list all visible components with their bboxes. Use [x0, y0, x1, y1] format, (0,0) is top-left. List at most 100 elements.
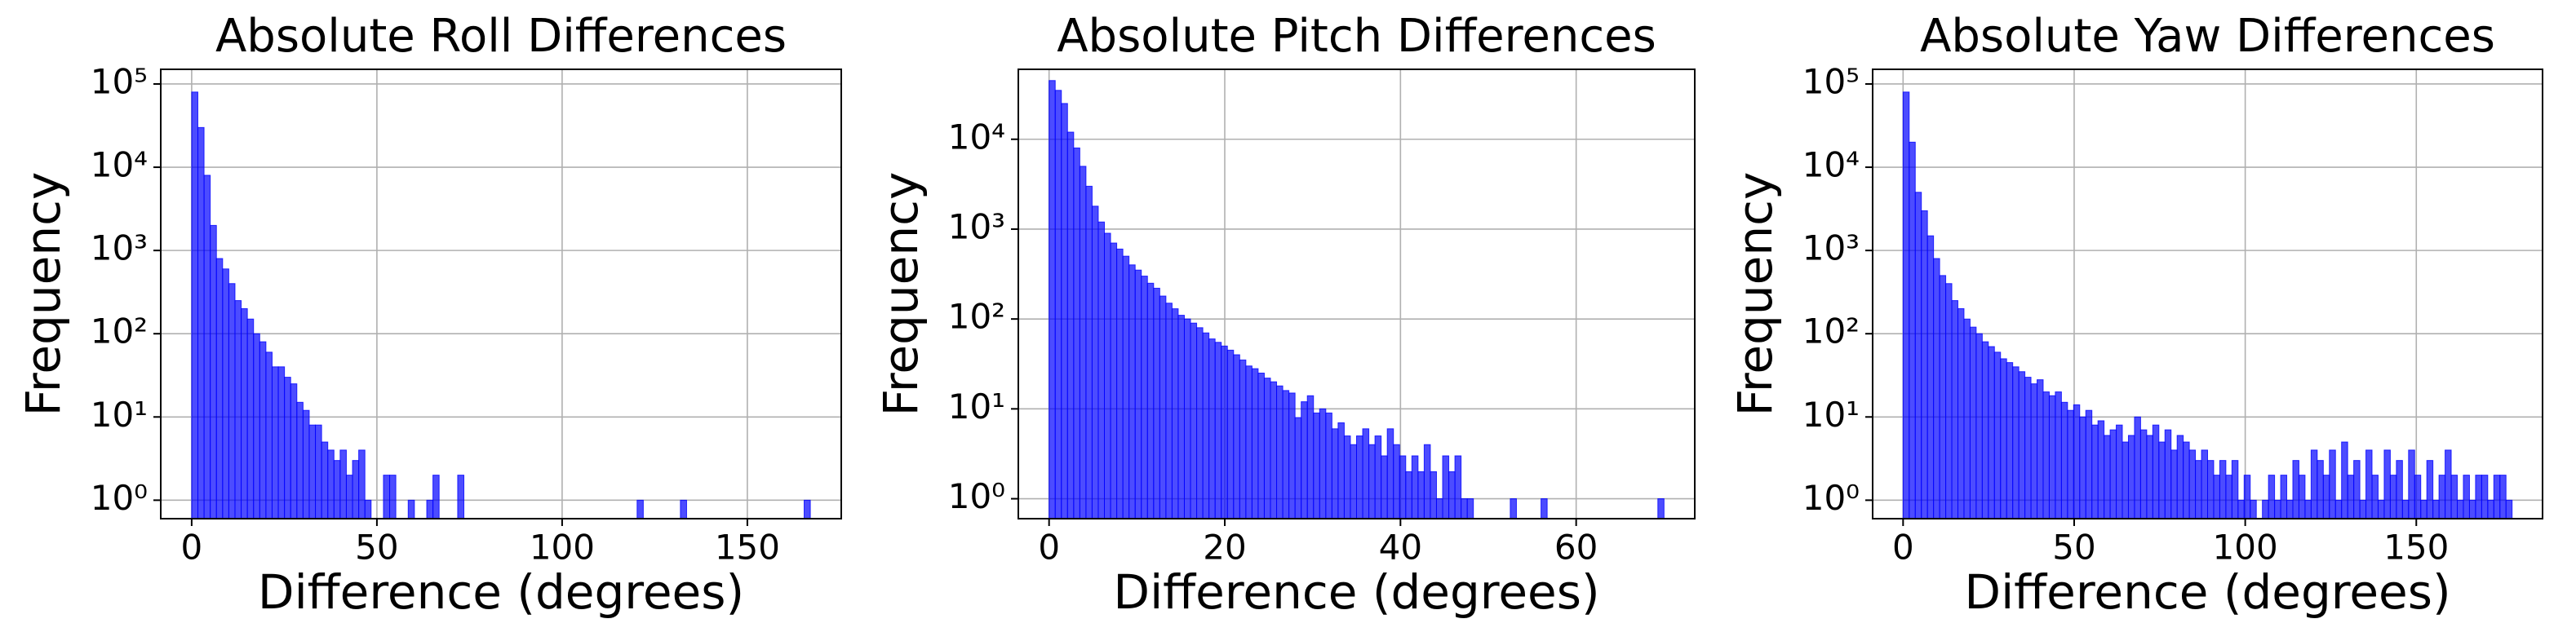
y-tick-label: 10³: [948, 206, 1005, 246]
bar: [259, 341, 267, 519]
x-tick-label: 100: [2213, 528, 2278, 568]
bar: [2499, 475, 2507, 519]
axes-frame: [1872, 69, 2543, 519]
bar: [1128, 264, 1136, 519]
x-tick-label: 100: [530, 528, 595, 568]
bar: [2158, 441, 2166, 519]
bar: [1374, 435, 1382, 519]
bar: [1251, 368, 1259, 519]
x-tick-label: 0: [1892, 528, 1914, 568]
bar: [2487, 499, 2494, 519]
bar: [2280, 475, 2288, 519]
bar: [407, 499, 415, 519]
bar: [1177, 315, 1185, 519]
bar: [2292, 460, 2299, 519]
bar: [2048, 395, 2056, 519]
bar: [2024, 377, 2032, 519]
bar: [1257, 372, 1265, 519]
y-tick-label: 10⁴: [948, 117, 1005, 157]
bar: [2219, 460, 2227, 519]
bar: [2426, 460, 2434, 519]
bar: [1073, 147, 1080, 519]
bar: [2195, 460, 2202, 519]
bar: [2329, 449, 2336, 519]
bar: [2097, 420, 2105, 519]
bar: [2457, 499, 2464, 519]
bar: [2152, 424, 2160, 519]
bar: [1146, 282, 1155, 519]
bar: [2401, 499, 2410, 519]
bar: [2091, 424, 2099, 519]
bar: [1988, 346, 1995, 519]
bar: [1933, 258, 1940, 519]
bar: [296, 401, 304, 519]
bar: [358, 449, 366, 519]
x-tick-label: 50: [2052, 528, 2095, 568]
bar: [2353, 460, 2361, 519]
x-axis-label: Difference (degrees): [258, 564, 744, 620]
bar: [290, 383, 298, 519]
bar: [2060, 401, 2068, 519]
bar: [1921, 210, 1928, 519]
bar: [1350, 444, 1357, 519]
x-tick-label: 20: [1203, 528, 1246, 568]
chart-title: Absolute Pitch Differences: [1057, 10, 1656, 63]
bar: [2170, 449, 2178, 519]
bar: [1239, 359, 1247, 519]
bar: [1097, 221, 1106, 519]
bar: [1399, 455, 1407, 519]
bar: [1417, 471, 1425, 519]
bar: [277, 366, 286, 519]
bar: [1356, 435, 1363, 519]
bar: [1276, 385, 1284, 519]
bar: [2274, 499, 2281, 519]
bar: [2268, 475, 2276, 519]
bar: [1282, 390, 1290, 519]
chart-title: Absolute Roll Differences: [215, 10, 787, 63]
y-axis-label: Frequency: [16, 172, 71, 417]
bar: [253, 333, 260, 519]
chart-title: Absolute Yaw Differences: [1920, 10, 2495, 63]
bar: [1153, 287, 1160, 519]
bar: [1381, 455, 1388, 519]
bar: [457, 475, 465, 519]
bar: [308, 424, 317, 519]
bar: [1190, 322, 1198, 519]
bar: [1116, 248, 1124, 519]
bar: [2176, 435, 2184, 519]
bar: [432, 475, 440, 519]
x-tick-label: 40: [1379, 528, 1422, 568]
x-axis-label: Difference (degrees): [1964, 564, 2450, 620]
bar: [203, 175, 211, 519]
y-tick-label: 10¹: [1802, 395, 1860, 435]
bar: [2445, 449, 2452, 519]
y-tick-label: 10²: [948, 297, 1005, 337]
bar: [2225, 475, 2232, 519]
bar: [1134, 269, 1142, 519]
bar: [2146, 435, 2153, 519]
bar: [1969, 326, 1977, 519]
bar: [2298, 475, 2306, 519]
bar: [284, 377, 291, 519]
bar: [2201, 449, 2209, 519]
bar: [1466, 498, 1474, 519]
bar: [426, 499, 434, 519]
bar: [1368, 444, 1376, 519]
bar: [2122, 441, 2129, 519]
bar: [2012, 366, 2020, 519]
y-tick-label: 10¹: [91, 395, 148, 435]
bar: [2085, 409, 2093, 519]
bar: [2183, 441, 2190, 519]
y-tick-label: 10³: [1802, 228, 1860, 268]
bar: [1079, 166, 1087, 519]
bar: [2371, 475, 2379, 519]
bar: [2006, 362, 2014, 519]
bar: [2000, 358, 2007, 519]
bar: [2055, 391, 2062, 519]
bar: [1226, 349, 1235, 519]
bar: [1085, 185, 1093, 519]
bar: [2042, 391, 2050, 519]
bar: [2481, 475, 2489, 519]
x-axis-label: Difference (degrees): [1113, 564, 1599, 620]
bar: [215, 258, 224, 519]
